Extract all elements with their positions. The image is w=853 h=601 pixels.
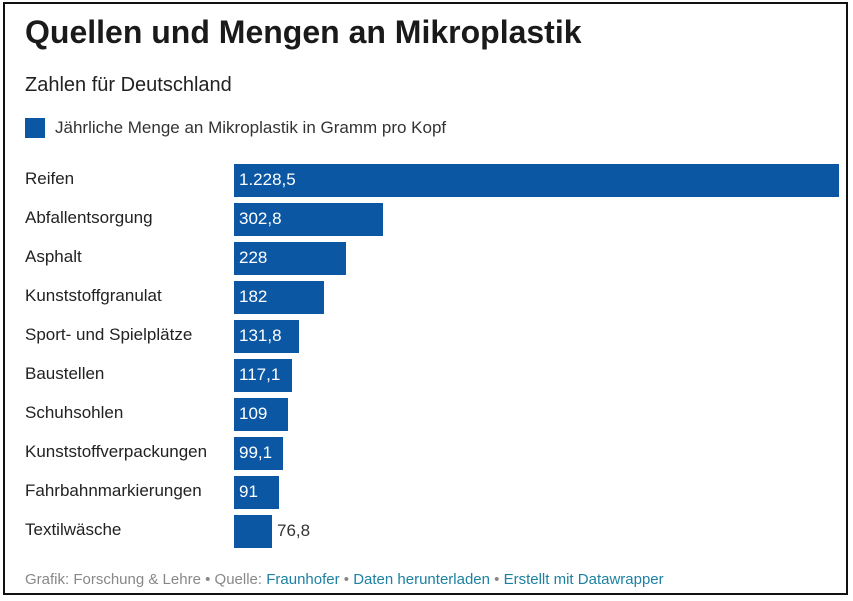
category-label: Baustellen — [25, 364, 105, 383]
value-label: 302,8 — [239, 209, 282, 228]
bar-row: Abfallentsorgung 302,8 — [5, 200, 850, 239]
bar-row: Asphalt 228 — [5, 239, 850, 278]
bar — [234, 203, 383, 236]
bar — [234, 164, 839, 197]
datawrapper-link[interactable]: Erstellt mit Datawrapper — [503, 571, 664, 588]
bar-row: Sport- und Spielplätze 131,8 — [5, 317, 850, 356]
category-label: Fahrbahnmarkierungen — [25, 481, 202, 500]
value-label: 91 — [239, 482, 258, 501]
footer-separator: • — [343, 571, 350, 588]
value-label: 76,8 — [277, 521, 311, 540]
bar-row: Schuhsohlen 109 — [5, 395, 850, 434]
legend-swatch — [25, 118, 45, 138]
value-label: 109 — [239, 404, 268, 423]
bar-row: Reifen 1.228,5 — [5, 161, 850, 200]
legend-label: Jährliche Menge an Mikroplastik in Gramm… — [55, 118, 447, 137]
category-label: Kunststoffgranulat — [25, 286, 162, 305]
bar — [234, 515, 272, 548]
bar — [234, 437, 283, 470]
bar-row: Kunststoffverpackungen 99,1 — [5, 434, 850, 473]
category-label: Sport- und Spielplätze — [25, 325, 193, 344]
bar-chart: Reifen 1.228,5 Abfallentsorgung 302,8 Asphal… — [5, 161, 850, 561]
bar — [234, 398, 288, 431]
chart-subtitle: Zahlen für Deutschland — [25, 74, 232, 96]
value-label: 182 — [239, 287, 268, 306]
bar — [234, 476, 279, 509]
value-label: 99,1 — [239, 443, 273, 462]
bar — [234, 242, 346, 275]
footer: Grafik: Forschung & Lehre • Quelle: Frau… — [25, 571, 664, 588]
value-label: 117,1 — [239, 365, 281, 384]
bar-row: Kunststoffgranulat 182 — [5, 278, 850, 317]
category-label: Abfallentsorgung — [25, 208, 153, 227]
footer-source-prefix: Quelle: — [214, 571, 263, 588]
footer-separator: • — [205, 571, 211, 588]
value-label: 228 — [239, 248, 268, 267]
category-label: Reifen — [25, 169, 75, 188]
category-label: Asphalt — [25, 247, 82, 266]
bar — [234, 281, 324, 314]
bar — [234, 320, 299, 353]
bar-row: Fahrbahnmarkierungen 91 — [5, 473, 850, 512]
chart-frame: Quellen und Mengen an Mikroplastik Zahle… — [3, 2, 848, 595]
footer-credit: Grafik: Forschung & Lehre — [25, 571, 201, 588]
bar — [234, 359, 292, 392]
bar-row: Textilwäsche 76,8 — [5, 512, 850, 551]
download-data-link[interactable]: Daten herunterladen — [353, 571, 490, 588]
legend: Jährliche Menge an Mikroplastik in Gramm… — [25, 118, 446, 138]
category-label: Textilwäsche — [25, 520, 122, 539]
chart-title: Quellen und Mengen an Mikroplastik — [25, 14, 582, 50]
value-label: 131,8 — [239, 326, 282, 345]
category-label: Schuhsohlen — [25, 403, 124, 422]
footer-separator: • — [494, 571, 500, 588]
source-link[interactable]: Fraunhofer — [266, 571, 340, 588]
category-label: Kunststoffverpackungen — [25, 442, 208, 461]
value-label: 1.228,5 — [239, 170, 296, 189]
bar-row: Baustellen 117,1 — [5, 356, 850, 395]
